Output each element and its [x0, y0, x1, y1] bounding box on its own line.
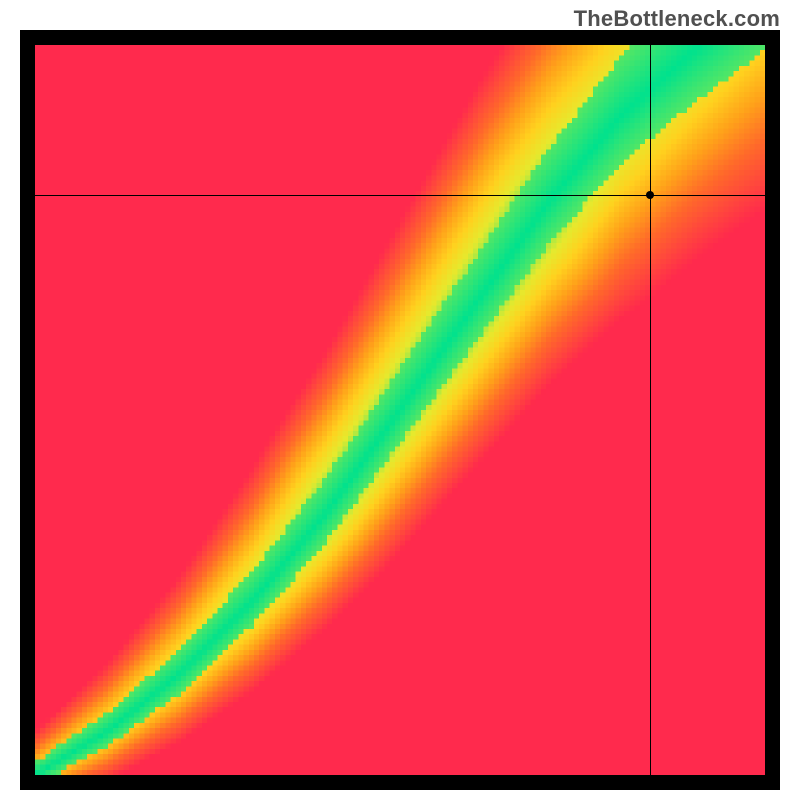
- watermark-text: TheBottleneck.com: [574, 6, 780, 32]
- crosshair-vertical: [650, 45, 651, 775]
- plot-frame: [20, 30, 780, 790]
- bottleneck-heatmap: [35, 45, 765, 775]
- crosshair-horizontal: [35, 195, 765, 196]
